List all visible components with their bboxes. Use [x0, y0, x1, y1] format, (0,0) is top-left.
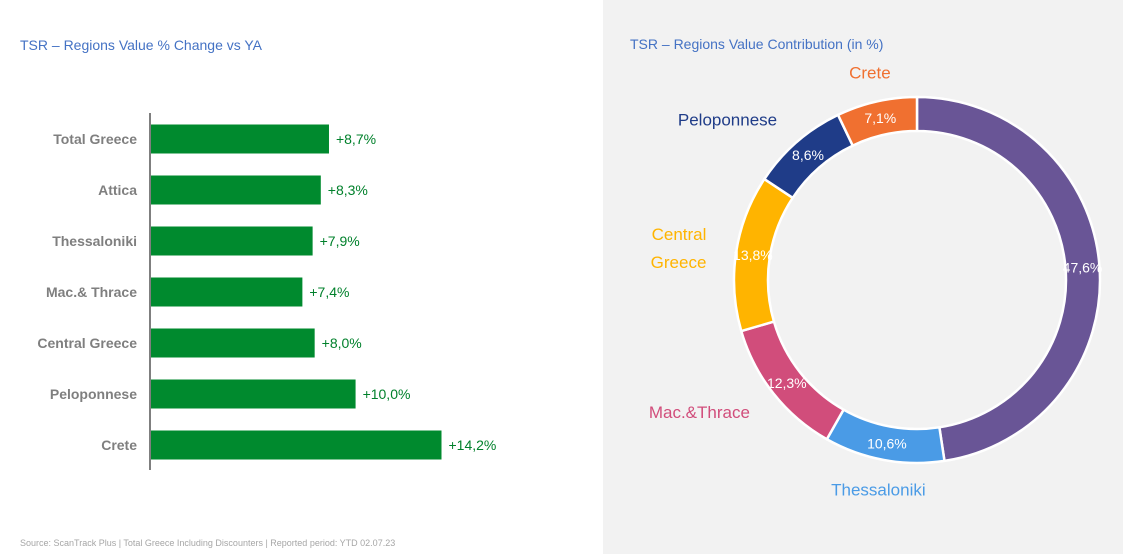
slice-name-label-central-greece-line-1: Central [652, 225, 707, 244]
category-label-thessaloniki: Thessaloniki [52, 233, 137, 249]
slice-name-label-central-greece-line-2: Greece [651, 253, 707, 272]
category-label-peloponnese: Peloponnese [50, 386, 137, 402]
slice-value-label-crete: 7,1% [864, 110, 896, 126]
source-note: Source: ScanTrack Plus | Total Greece In… [20, 538, 396, 548]
slice-value-label-mac-thrace: 12,3% [767, 375, 807, 391]
bar-mac-thrace [151, 277, 303, 307]
bar-value-label-thessaloniki: +7,9% [320, 233, 360, 249]
bar-attica [151, 175, 321, 205]
slice-value-label-attica: 47,6% [1063, 259, 1103, 275]
bar-central-greece [151, 328, 315, 358]
slice-value-label-thessaloniki: 10,6% [867, 435, 907, 451]
slice-name-label-crete: Crete [849, 63, 891, 82]
category-label-attica: Attica [98, 182, 137, 198]
slice-attica [915, 95, 1102, 463]
bar-thessaloniki [151, 226, 313, 256]
bar-value-label-crete: +14,2% [449, 437, 497, 453]
bar-crete [151, 430, 442, 460]
bar-value-label-mac-thrace: +7,4% [309, 284, 349, 300]
slice-name-label-mac-thrace: Mac.&Thrace [649, 403, 750, 422]
donut-chart-title: TSR – Regions Value Contribution (in %) [630, 36, 884, 52]
bar-value-label-peloponnese: +10,0% [363, 386, 411, 402]
slice-value-label-peloponnese: 8,6% [792, 147, 824, 163]
left-chart-panel: TSR – Regions Value % Change vs YA Total… [20, 37, 497, 548]
bar-value-label-attica: +8,3% [328, 182, 368, 198]
category-label-central-greece: Central Greece [37, 335, 137, 351]
bar-chart: Total Greece +8,7% Attica +8,3% Thessaloniki… [37, 113, 497, 470]
slice-value-label-central-greece: 13,8% [733, 247, 773, 263]
bar-total-greece [151, 124, 329, 154]
slice-name-label-thessaloniki: Thessaloniki [831, 480, 926, 499]
donut-chart: 47,6%Attica10,6%Thessaloniki12,3%Mac.&Th… [649, 63, 1103, 499]
bar-value-label-total-greece: +8,7% [336, 131, 376, 147]
slice-crete [836, 95, 919, 147]
bar-chart-title: TSR – Regions Value % Change vs YA [20, 37, 263, 53]
category-label-mac-thrace: Mac.& Thrace [46, 284, 137, 300]
category-label-total-greece: Total Greece [53, 131, 137, 147]
right-chart-panel: TSR – Regions Value Contribution (in %) … [603, 0, 1123, 554]
bar-value-label-central-greece: +8,0% [322, 335, 362, 351]
bar-peloponnese [151, 379, 356, 409]
slice-name-label-peloponnese: Peloponnese [678, 110, 777, 129]
category-label-crete: Crete [101, 437, 137, 453]
